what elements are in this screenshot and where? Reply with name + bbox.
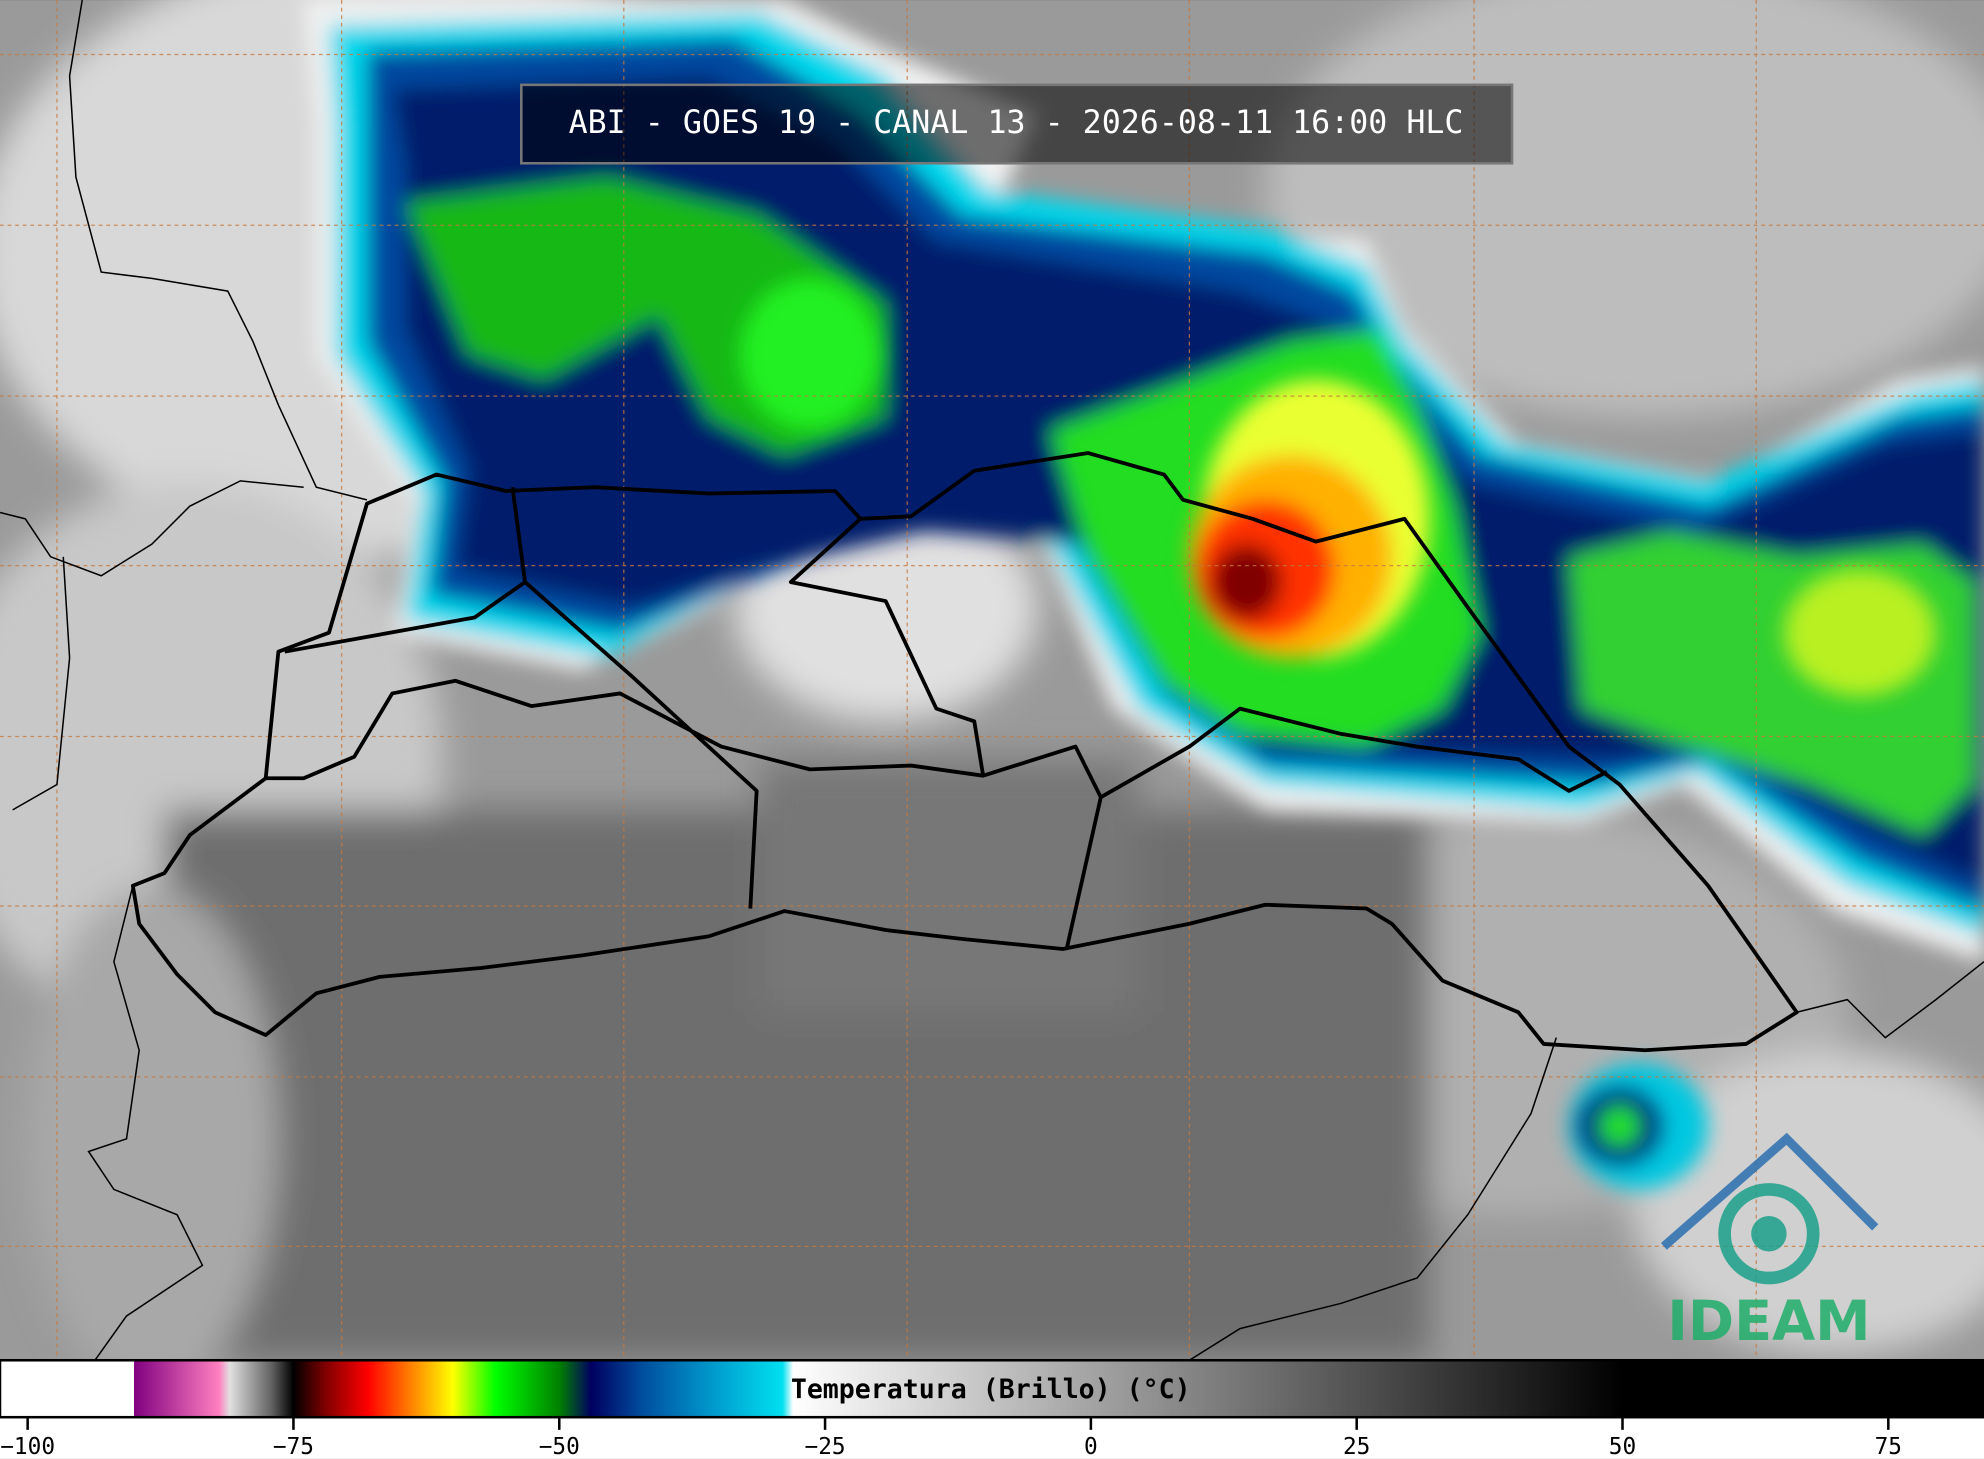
logo: IDEAM bbox=[1660, 1132, 1879, 1354]
map-title: ABI - GOES 19 - CANAL 13 - 2026-08-11 16… bbox=[569, 105, 1464, 141]
title-box: ABI - GOES 19 - CANAL 13 - 2026-08-11 16… bbox=[520, 83, 1514, 165]
tick-label: 25 bbox=[1343, 1434, 1370, 1459]
tick-label: −100 bbox=[0, 1434, 55, 1459]
borders bbox=[130, 451, 1799, 1053]
tick-label: 50 bbox=[1609, 1434, 1636, 1459]
colorbar-label: Temperatura (Brillo) (°C) bbox=[791, 1374, 1191, 1405]
colorbar-scale bbox=[0, 1358, 1984, 1419]
tick-label: −50 bbox=[539, 1434, 580, 1459]
tick-label: 75 bbox=[1875, 1434, 1902, 1459]
colorbar: Temperatura (Brillo) (°C) −100 −75 −50 −25 0… bbox=[0, 1358, 1984, 1459]
logo-text: IDEAM bbox=[1667, 1289, 1870, 1354]
tick-label: 0 bbox=[1084, 1434, 1098, 1459]
imagery bbox=[0, 0, 1984, 1392]
tick-label: −75 bbox=[273, 1434, 314, 1459]
tick-label: −25 bbox=[805, 1434, 846, 1459]
